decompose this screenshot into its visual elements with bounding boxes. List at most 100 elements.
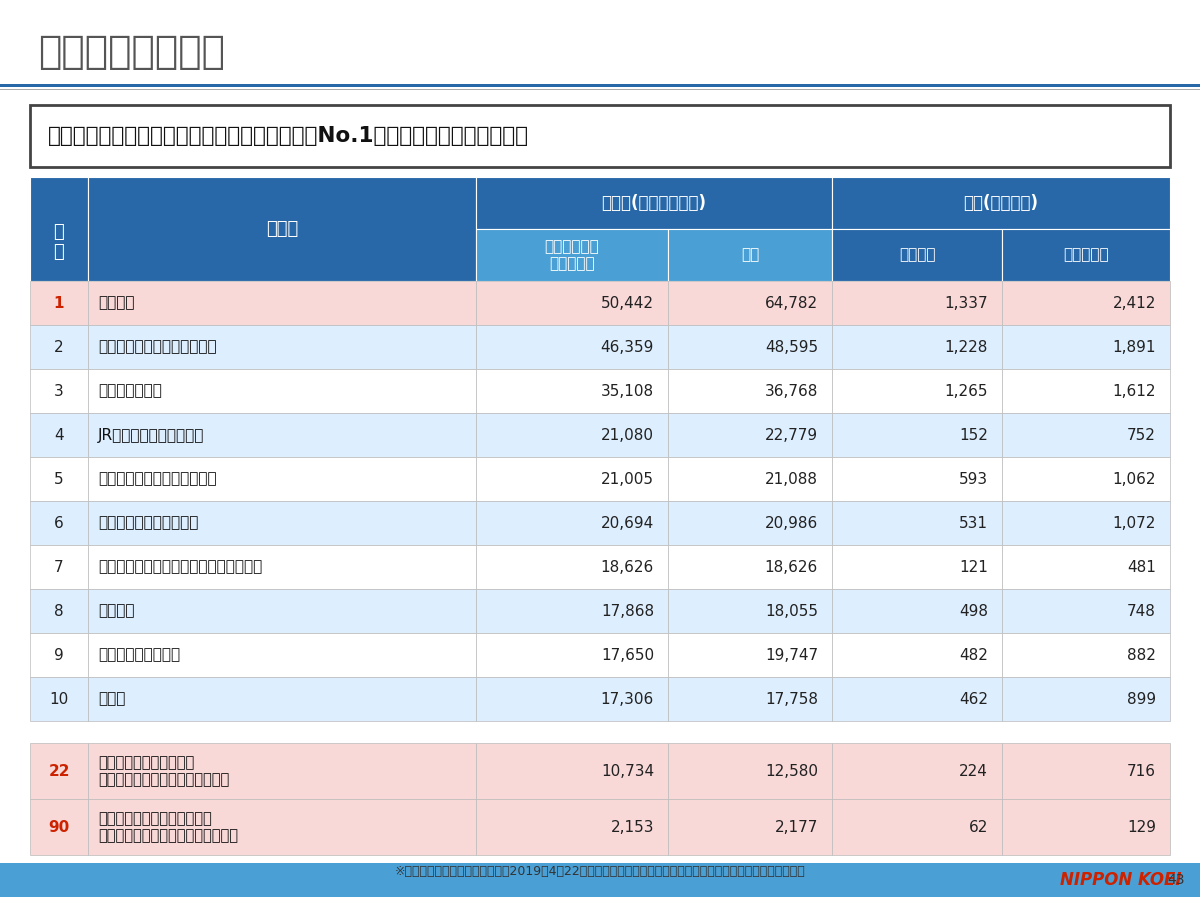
Text: 技術士数: 技術士数 — [899, 248, 935, 263]
Text: 498: 498 — [959, 604, 988, 619]
Bar — [476, 281, 668, 325]
Bar — [88, 501, 476, 545]
Text: 48,595: 48,595 — [764, 339, 818, 354]
Bar — [30, 369, 88, 413]
Bar — [88, 325, 476, 369]
Text: 64,782: 64,782 — [764, 295, 818, 310]
Text: 1,891: 1,891 — [1112, 339, 1156, 354]
Text: 順
位: 順 位 — [54, 222, 65, 261]
Bar — [476, 229, 668, 281]
Bar — [668, 545, 832, 589]
Bar — [668, 457, 832, 501]
Bar — [30, 177, 88, 281]
Text: 12,580: 12,580 — [766, 763, 818, 779]
Bar — [832, 799, 1002, 855]
Bar — [668, 281, 832, 325]
Text: 17,650: 17,650 — [601, 648, 654, 663]
Bar — [1002, 743, 1170, 799]
Bar — [832, 633, 1002, 677]
Text: 全従業員数: 全従業員数 — [1063, 248, 1109, 263]
Text: オリエンタルコンサルタンツグローバル: オリエンタルコンサルタンツグローバル — [98, 560, 263, 574]
Bar — [476, 177, 832, 229]
Text: 17,306: 17,306 — [601, 692, 654, 707]
Bar — [668, 501, 832, 545]
Text: 日本シビックコンサルタント
（地下空間設計・トンネルに強い）: 日本シビックコンサルタント （地下空間設計・トンネルに強い） — [98, 811, 238, 843]
Text: 36,768: 36,768 — [764, 384, 818, 398]
Text: 全体: 全体 — [740, 248, 760, 263]
Text: 9: 9 — [54, 648, 64, 663]
Bar — [476, 677, 668, 721]
Bar — [832, 229, 1002, 281]
Bar — [1002, 457, 1170, 501]
Text: 20,694: 20,694 — [601, 516, 654, 530]
Text: 21,005: 21,005 — [601, 472, 654, 486]
Bar — [668, 799, 832, 855]
Bar — [832, 677, 1002, 721]
Bar — [88, 677, 476, 721]
Text: 19,747: 19,747 — [764, 648, 818, 663]
Text: 6: 6 — [54, 516, 64, 530]
Bar — [1002, 677, 1170, 721]
Bar — [30, 677, 88, 721]
Text: 121: 121 — [959, 560, 988, 574]
Bar — [832, 177, 1170, 229]
Text: 224: 224 — [959, 763, 988, 779]
Text: 10,734: 10,734 — [601, 763, 654, 779]
Text: 50,442: 50,442 — [601, 295, 654, 310]
Bar — [30, 589, 88, 633]
Text: 46,359: 46,359 — [601, 339, 654, 354]
Text: 22,779: 22,779 — [764, 428, 818, 442]
Bar — [0, 863, 1200, 897]
Text: 2,177: 2,177 — [775, 820, 818, 834]
Text: 4: 4 — [54, 428, 64, 442]
Text: 593: 593 — [959, 472, 988, 486]
Bar — [30, 105, 1170, 167]
Bar — [832, 589, 1002, 633]
Text: 481: 481 — [1127, 560, 1156, 574]
Bar — [668, 633, 832, 677]
Bar — [1002, 413, 1170, 457]
Bar — [832, 281, 1002, 325]
Bar — [832, 457, 1002, 501]
Text: 18,055: 18,055 — [766, 604, 818, 619]
Text: 752: 752 — [1127, 428, 1156, 442]
Text: 人材(人／単体): 人材(人／単体) — [964, 194, 1038, 212]
Bar — [88, 545, 476, 589]
Text: 1,072: 1,072 — [1112, 516, 1156, 530]
Text: 1,062: 1,062 — [1112, 472, 1156, 486]
Bar — [668, 413, 832, 457]
Bar — [832, 369, 1002, 413]
Bar — [668, 743, 832, 799]
Text: 業界での位置づけ: 業界での位置づけ — [38, 33, 226, 71]
Bar — [30, 743, 88, 799]
Bar — [88, 589, 476, 633]
Text: 1,612: 1,612 — [1112, 384, 1156, 398]
Text: 899: 899 — [1127, 692, 1156, 707]
Text: 売上高(百万円／単体): 売上高(百万円／単体) — [601, 194, 707, 212]
Text: 43: 43 — [1168, 873, 1186, 887]
Bar — [476, 743, 668, 799]
Bar — [476, 325, 668, 369]
Text: 2,412: 2,412 — [1112, 295, 1156, 310]
Bar — [668, 369, 832, 413]
Text: 3: 3 — [54, 384, 64, 398]
Text: オリエンタルコンサルタンツ: オリエンタルコンサルタンツ — [98, 472, 217, 486]
Text: 748: 748 — [1127, 604, 1156, 619]
Bar — [832, 545, 1002, 589]
Bar — [668, 229, 832, 281]
Text: 日本工営: 日本工営 — [98, 295, 134, 310]
Bar — [1002, 589, 1170, 633]
Bar — [476, 413, 668, 457]
Bar — [1002, 229, 1170, 281]
Text: NIPPON KOEI: NIPPON KOEI — [1060, 871, 1182, 889]
Bar — [1002, 325, 1170, 369]
Bar — [30, 457, 88, 501]
Bar — [88, 457, 476, 501]
Bar — [476, 799, 668, 855]
Bar — [476, 545, 668, 589]
Text: 5: 5 — [54, 472, 64, 486]
Bar — [476, 369, 668, 413]
Text: 8: 8 — [54, 604, 64, 619]
Text: 17,758: 17,758 — [766, 692, 818, 707]
Bar — [1002, 545, 1170, 589]
